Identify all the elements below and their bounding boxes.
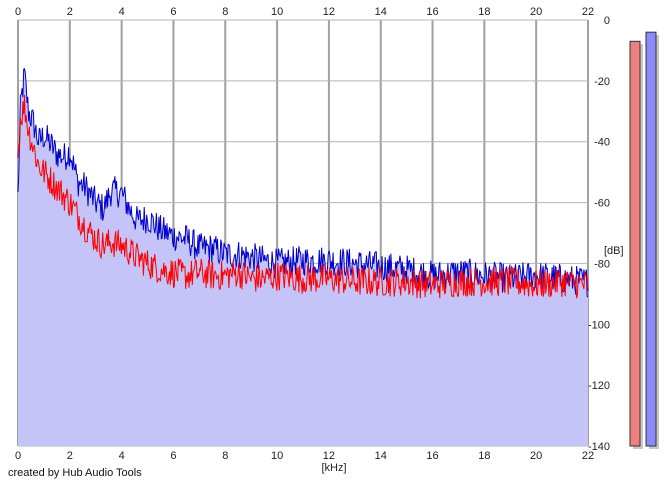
y-tick-label: -20 (594, 76, 610, 88)
x-tick-label-top: 4 (119, 6, 125, 18)
x-tick-label-top: 22 (582, 6, 594, 18)
x-tick-label-top: 14 (375, 6, 387, 18)
x-tick-label-bottom: 14 (375, 450, 387, 462)
level-meter-red (629, 40, 641, 447)
x-tick-label-top: 18 (478, 6, 490, 18)
y-axis-label: [dB] (604, 245, 624, 257)
y-tick-label: -40 (594, 137, 610, 149)
y-tick-label: -60 (594, 198, 610, 210)
x-tick-label-bottom: 20 (530, 450, 542, 462)
x-tick-label-bottom: 4 (119, 450, 125, 462)
x-tick-label-top: 2 (67, 6, 73, 18)
x-tick-label-top: 12 (323, 6, 335, 18)
y-tick-label: -100 (588, 319, 610, 331)
series-blue-line (17, 68, 589, 298)
level-meters (629, 31, 659, 450)
y-tick-label: -140 (588, 441, 610, 453)
x-tick-label-bottom: 10 (271, 450, 283, 462)
y-tick-label: 0 (604, 15, 610, 27)
x-tick-label-top: 8 (222, 6, 228, 18)
x-tick-label-bottom: 6 (170, 450, 176, 462)
series-red-line (17, 94, 589, 299)
x-tick-label-bottom: 16 (426, 450, 438, 462)
x-tick-label-bottom: 22 (582, 450, 594, 462)
x-tick-label-bottom: 2 (67, 450, 73, 462)
x-tick-label-top: 10 (271, 6, 283, 18)
y-tick-label: -80 (594, 258, 610, 270)
x-tick-label-bottom: 0 (15, 450, 21, 462)
x-tick-label-bottom: 12 (323, 450, 335, 462)
credit-text: created by Hub Audio Tools (8, 467, 142, 479)
y-tick-label: -120 (588, 380, 610, 392)
x-tick-label-top: 16 (426, 6, 438, 18)
x-tick-label-top: 20 (530, 6, 542, 18)
x-axis-label: [kHz] (321, 462, 346, 474)
x-tick-label-bottom: 18 (478, 450, 490, 462)
x-tick-label-top: 0 (15, 6, 21, 18)
x-tick-label-bottom: 8 (222, 450, 228, 462)
tick-labels: 002244668810101212141416161818202022220-… (15, 6, 610, 462)
x-tick-label-top: 6 (170, 6, 176, 18)
level-meter-blue (645, 31, 657, 447)
